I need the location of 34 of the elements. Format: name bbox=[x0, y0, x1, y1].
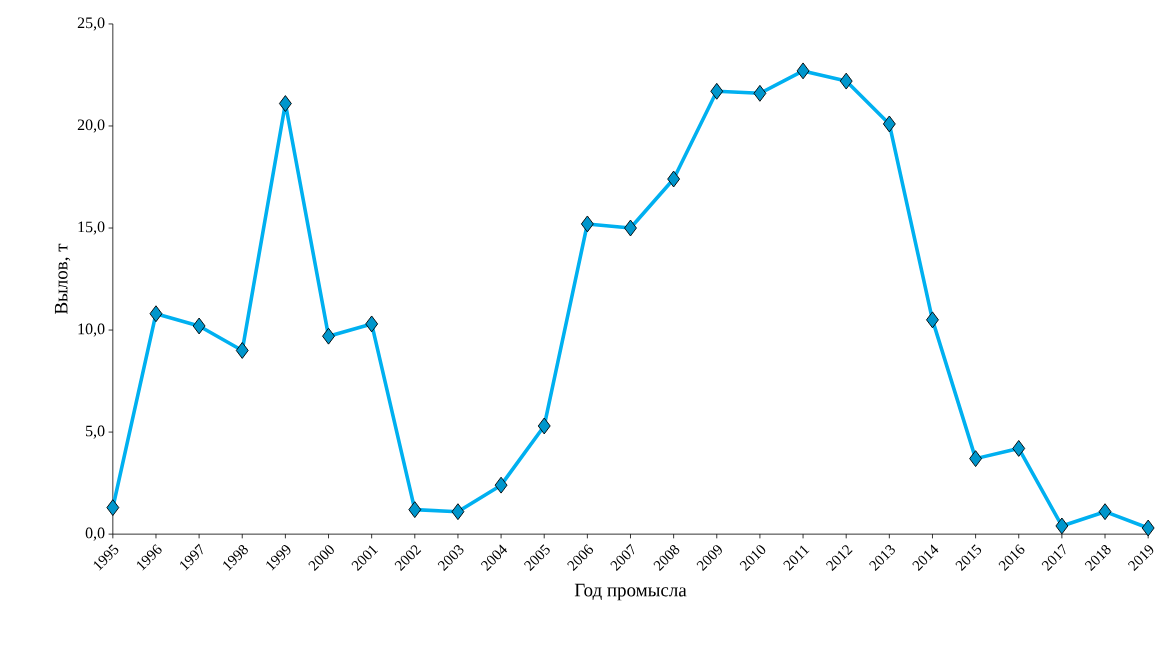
point bbox=[192, 317, 206, 335]
point bbox=[796, 62, 810, 80]
y-axis-title: Вылов, т bbox=[54, 243, 71, 315]
point bbox=[149, 305, 163, 323]
x-tick-label: 2011 bbox=[783, 545, 810, 571]
point bbox=[1141, 519, 1155, 537]
point bbox=[106, 499, 120, 517]
point bbox=[365, 315, 379, 333]
y-tick-label: 10,0 bbox=[78, 323, 105, 337]
y-tick-label: 0,0 bbox=[85, 527, 105, 541]
point bbox=[451, 503, 465, 521]
point bbox=[235, 342, 249, 359]
y-tick-label: 25,0 bbox=[77, 17, 105, 31]
point bbox=[1012, 440, 1026, 457]
point bbox=[839, 72, 853, 90]
point bbox=[1055, 517, 1069, 535]
point bbox=[494, 476, 508, 494]
point bbox=[1098, 503, 1112, 521]
point bbox=[969, 450, 983, 468]
point bbox=[322, 327, 335, 345]
y-tick-label: 15,0 bbox=[78, 221, 105, 235]
point bbox=[580, 215, 594, 233]
point bbox=[278, 95, 292, 112]
point bbox=[753, 84, 767, 102]
point bbox=[537, 417, 551, 435]
y-tick-label: 20,0 bbox=[77, 119, 105, 133]
point bbox=[926, 311, 939, 329]
point bbox=[408, 501, 422, 519]
point bbox=[624, 219, 637, 237]
x-axis-title: Год промысла bbox=[574, 583, 687, 601]
point bbox=[710, 82, 724, 100]
point bbox=[882, 115, 896, 133]
point bbox=[667, 170, 681, 188]
y-tick-label: 5,0 bbox=[86, 425, 105, 439]
